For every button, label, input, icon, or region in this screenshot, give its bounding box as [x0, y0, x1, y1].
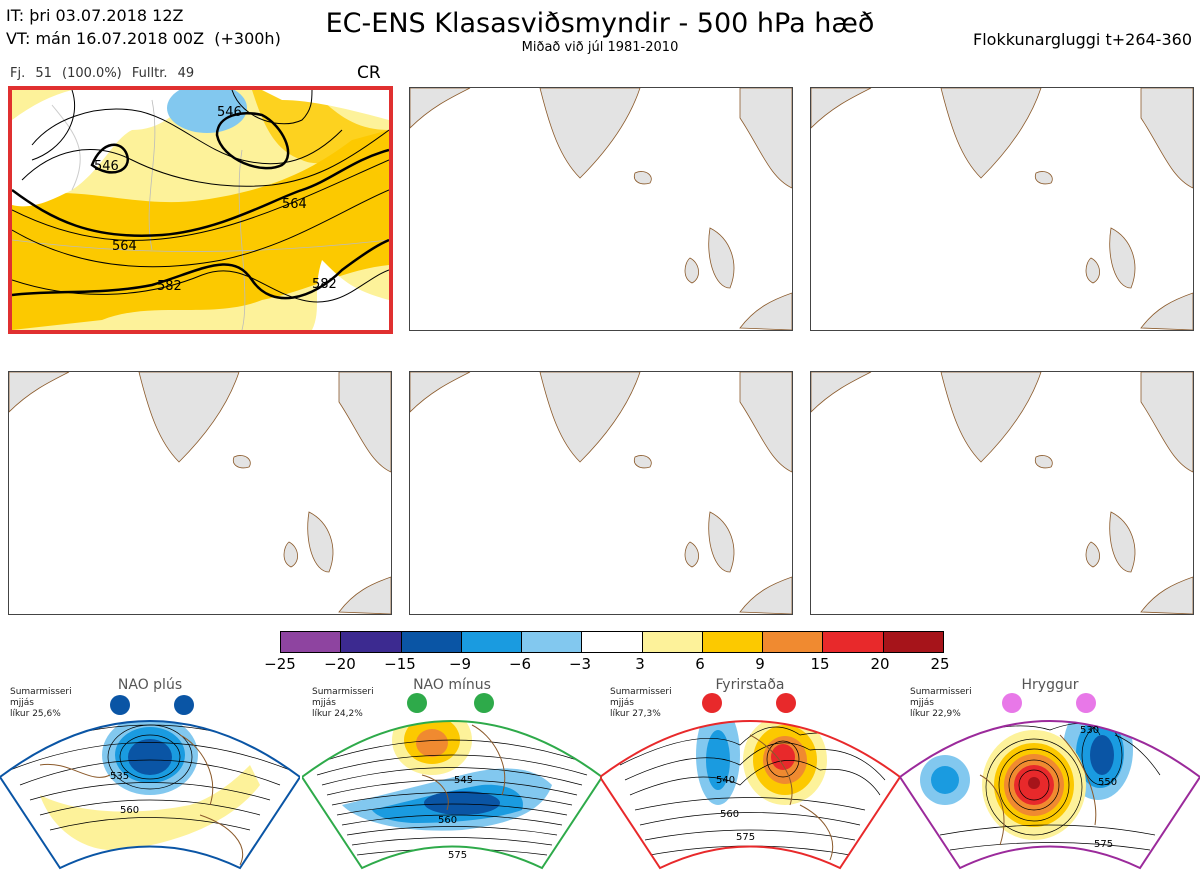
contour-label: 535 — [110, 771, 129, 782]
contour-label: 550 — [1098, 777, 1117, 788]
colorbar-swatch — [341, 632, 402, 652]
regime-probability: líkur 27,3% — [610, 709, 661, 719]
colorbar-tick: −15 — [384, 655, 416, 673]
map-outline — [410, 88, 792, 330]
map-outline — [811, 88, 1193, 330]
cluster-map-5[interactable] — [409, 371, 793, 615]
contour-label: 564 — [282, 197, 307, 212]
regime-ridge[interactable]: 530 550 575 Hryggur Sumarmisseri mjjás lík… — [900, 675, 1200, 871]
colorbar-swatch — [522, 632, 583, 652]
colorbar-swatch — [582, 632, 643, 652]
map-outline — [9, 372, 391, 614]
regime-info: Sumarmisseri mjjás líkur 27,3% — [610, 687, 672, 720]
regime-blocking[interactable]: 540 560 575 Fyrirstaða Sumarmisseri mjjás… — [600, 675, 900, 871]
colorbar-swatch — [823, 632, 884, 652]
regime-probability: líkur 22,9% — [910, 709, 961, 719]
map-outline — [410, 372, 792, 614]
page-title: EC-ENS Klasasviðsmyndir - 500 hPa hæð — [325, 8, 875, 39]
colorbar-swatch — [642, 632, 703, 652]
contour-label: 560 — [720, 809, 739, 820]
colorbar-ticks: −25 −20 −15 −9 −6 −3 3 6 9 15 20 25 — [250, 655, 972, 675]
regime-info: Sumarmisseri mjjás líkur 22,9% — [910, 687, 972, 720]
cluster-map-1[interactable]: 546 546 564 564 582 582 — [8, 86, 393, 334]
colorbar-swatch — [763, 632, 824, 652]
contour-label: 560 — [438, 815, 457, 826]
cluster-code: CR — [357, 63, 381, 83]
colorbar-tick: −25 — [264, 655, 296, 673]
regime-map: 535 560 — [0, 695, 300, 870]
colorbar-swatch — [401, 632, 462, 652]
initial-time: IT: þri 03.07.2018 12Z — [6, 6, 184, 25]
regime-name: NAO plús — [117, 677, 183, 693]
contour-label: 546 — [217, 105, 242, 120]
contour-label: 575 — [736, 832, 755, 843]
contour-label: 540 — [716, 775, 735, 786]
regime-months: mjjás — [910, 698, 934, 708]
regime-season: Sumarmisseri — [10, 687, 72, 697]
regime-months: mjjás — [312, 698, 336, 708]
regime-nao-plus[interactable]: 535 560 NAO plús Sumarmisseri mjjás líkur … — [0, 675, 300, 871]
cluster-members: Fj. 51 (100.0%) — [10, 66, 122, 81]
contour-label: 582 — [312, 277, 337, 292]
colorbar-swatch — [702, 632, 764, 652]
anomaly-colorbar — [280, 631, 944, 653]
regime-name: Fyrirstaða — [715, 677, 785, 693]
regime-months: mjjás — [10, 698, 34, 708]
contour-label: 560 — [120, 805, 139, 816]
regime-info: Sumarmisseri mjjás líkur 25,6% — [10, 687, 72, 720]
contour-label: 582 — [157, 279, 182, 294]
regime-probability: líkur 25,6% — [10, 709, 61, 719]
contour-label: 530 — [1080, 725, 1099, 736]
valid-time: VT: mán 16.07.2018 00Z (+300h) — [6, 29, 281, 48]
colorbar-tick: −3 — [568, 655, 592, 673]
classification-window: Flokkunargluggi t+264-360 — [973, 30, 1192, 49]
regime-season: Sumarmisseri — [610, 687, 672, 697]
contour-label: 546 — [94, 159, 119, 174]
regime-months: mjjás — [610, 698, 634, 708]
colorbar-tick: 15 — [810, 655, 830, 673]
contour-label: 545 — [454, 775, 473, 786]
contour-label: 575 — [448, 850, 467, 861]
colorbar-swatch — [281, 632, 342, 652]
colorbar-tick: 20 — [870, 655, 890, 673]
cluster-map-3[interactable] — [810, 87, 1194, 331]
regime-season: Sumarmisseri — [312, 687, 374, 697]
cluster-info: Fj. 51 (100.0%) Fulltr. 49 — [10, 66, 194, 81]
contour-label: 575 — [1094, 839, 1113, 850]
regime-map: 545 560 575 — [302, 693, 602, 870]
colorbar-tick: 25 — [930, 655, 950, 673]
regime-name: NAO mínus — [413, 677, 491, 693]
regime-name: Hryggur — [1021, 677, 1079, 693]
page-subtitle: Miðað við júl 1981-2010 — [521, 40, 679, 55]
regime-map: 540 560 575 — [600, 693, 900, 870]
colorbar-tick: −9 — [448, 655, 472, 673]
forecast-times: IT: þri 03.07.2018 12Z VT: mán 16.07.2018… — [6, 4, 281, 50]
map-outline — [811, 372, 1193, 614]
cluster-map-6[interactable] — [810, 371, 1194, 615]
colorbar-tick: 6 — [695, 655, 705, 673]
regime-info: Sumarmisseri mjjás líkur 24,2% — [312, 687, 374, 720]
colorbar-swatch — [883, 632, 943, 652]
colorbar-tick: −6 — [508, 655, 532, 673]
cluster-map-4[interactable] — [8, 371, 392, 615]
colorbar-swatch — [461, 632, 523, 652]
colorbar-tick: 3 — [635, 655, 645, 673]
cluster-map-1-graphic: 546 546 564 564 582 582 — [12, 90, 389, 330]
cluster-map-2[interactable] — [409, 87, 793, 331]
cluster-representative: Fulltr. 49 — [131, 66, 195, 81]
regime-probability: líkur 24,2% — [312, 709, 363, 719]
regime-map: 530 550 575 — [900, 693, 1200, 870]
regime-season: Sumarmisseri — [910, 687, 972, 697]
regime-nao-minus[interactable]: 545 560 575 NAO mínus Sumarmisseri mjjás l… — [302, 675, 602, 871]
colorbar-tick: −20 — [324, 655, 356, 673]
colorbar-tick: 9 — [755, 655, 765, 673]
contour-label: 564 — [112, 239, 137, 254]
